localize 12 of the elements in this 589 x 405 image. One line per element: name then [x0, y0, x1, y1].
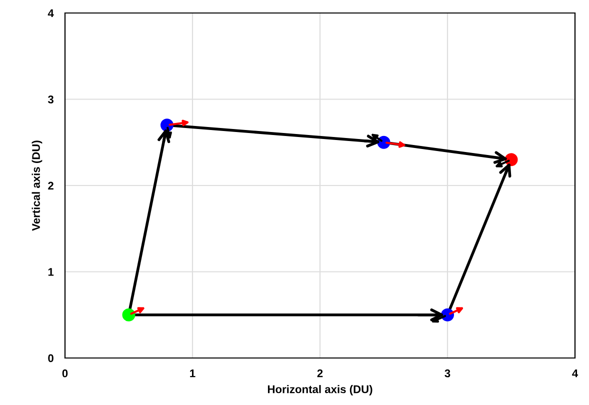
x-tick-label: 0	[62, 369, 68, 378]
x-axis-title: Horizontal axis (DU)	[268, 385, 372, 396]
y-tick-label: 0	[48, 354, 54, 362]
y-tick-label: 4	[48, 9, 54, 18]
y-tick-label: 2	[48, 182, 54, 190]
x-tick-label: 2	[317, 369, 323, 378]
x-tick-label: 3	[444, 369, 450, 378]
y-axis-title: Vertical axis (DU)	[32, 140, 42, 231]
y-tick-label: 1	[48, 268, 54, 276]
x-tick-label: 1	[190, 370, 196, 378]
y-tick-label: 3	[48, 96, 54, 104]
x-tick-label: 4	[572, 370, 578, 378]
